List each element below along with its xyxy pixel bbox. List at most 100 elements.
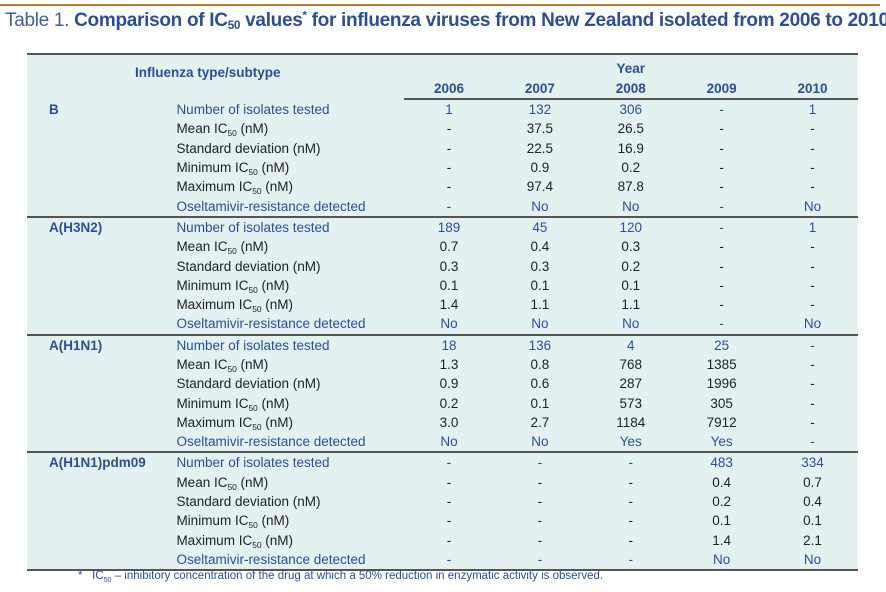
value-cell: 26.5 <box>617 121 644 137</box>
virus-type <box>27 531 176 550</box>
value-cell: No <box>494 196 586 218</box>
type-subtype-header: Influenza type/subtype <box>27 53 404 99</box>
year-column-header: 2007 <box>494 78 586 100</box>
value-cell: 0.9 <box>530 160 550 176</box>
param-sub: 50 <box>248 284 258 295</box>
value-cell: - <box>446 160 452 176</box>
virus-type <box>27 549 177 572</box>
value-cell: 1.1 <box>530 297 550 313</box>
value-cell: - <box>403 196 495 218</box>
param-unit: (nM) <box>261 532 294 548</box>
value-cell: - <box>676 314 768 336</box>
top-divider <box>0 4 880 6</box>
virus-type: A(H3N2) <box>49 219 103 235</box>
value-cell: - <box>810 337 815 353</box>
value-cell: 0.8 <box>530 357 550 372</box>
title-text: Comparison of IC50 values* for influenza… <box>74 10 886 31</box>
value-cell: 1.4 <box>439 297 459 313</box>
virus-type <box>27 314 177 336</box>
table-row: Mean IC50 (nM) - - - 0.4 0.7 <box>27 473 858 492</box>
value-cell: - <box>537 455 543 471</box>
value-cell: - <box>810 258 815 274</box>
parameter-label: Maximum IC50 (nM) <box>176 531 403 550</box>
value-cell: 0.7 <box>439 239 459 255</box>
table-row: Oseltamivir-resistance detected - - - No No <box>27 549 858 572</box>
virus-type: A(H1N1)pdm09 <box>49 455 146 471</box>
virus-type <box>27 158 176 177</box>
param-sub: 50 <box>227 364 237 374</box>
value-cell: 0.2 <box>712 494 732 510</box>
param-text: Oseltamivir-resistance detected <box>176 198 366 214</box>
value-cell: - <box>810 414 815 430</box>
year-column-header: 2010 <box>767 78 858 100</box>
table-row: Mean IC50 (nM) 0.7 0.4 0.3 - - <box>27 237 858 256</box>
value-cell: 0.4 <box>712 474 732 490</box>
footnote: * IC50 – inhibitory concentration of the… <box>78 570 603 584</box>
param-text: Minimum IC <box>176 513 249 529</box>
table-row: A(H1N1)pdm09 Number of isolates tested - - -… <box>27 452 858 472</box>
parameter-label: Minimum IC50 (nM) <box>176 511 403 530</box>
table-row: Standard deviation (nM) - 22.5 16.9 - - <box>27 139 858 158</box>
table-title: Table 1. Comparison of IC50 values* for … <box>5 10 886 32</box>
param-sub: 50 <box>227 128 237 139</box>
value-cell: - <box>719 239 724 255</box>
value-cell: - <box>628 494 634 510</box>
param-sub: 50 <box>252 539 262 550</box>
table-row: Maximum IC50 (nM) - - - 1.4 2.1 <box>27 531 858 550</box>
value-cell: - <box>446 179 452 195</box>
virus-type: B <box>49 101 59 117</box>
value-cell: - <box>446 140 452 156</box>
value-cell: No <box>676 549 768 572</box>
virus-type <box>27 393 176 412</box>
value-cell: - <box>810 239 815 255</box>
param-text: Minimum IC <box>176 160 249 176</box>
parameter-label: Maximum IC50 (nM) <box>176 413 403 432</box>
parameter-label: Maximum IC50 (nM) <box>176 295 403 314</box>
value-cell: 573 <box>619 395 643 411</box>
param-sub: 50 <box>227 481 237 492</box>
param-text: Standard deviation (nM) <box>176 494 321 510</box>
param-unit: (nM) <box>257 160 290 176</box>
value-cell: - <box>628 455 634 471</box>
value-cell: No <box>767 314 858 336</box>
virus-type <box>27 355 176 374</box>
param-unit: (nM) <box>236 121 269 137</box>
value-cell: 97.4 <box>526 179 554 195</box>
parameter-label: Mean IC50 (nM) <box>176 237 403 256</box>
value-cell: - <box>537 532 543 548</box>
title-sup: * <box>302 9 307 22</box>
param-text: Mean IC <box>176 474 228 490</box>
param-text: Minimum IC <box>176 395 249 411</box>
virus-type <box>27 196 177 218</box>
value-cell: 1.3 <box>439 357 459 372</box>
virus-type <box>27 511 176 530</box>
table-row: Standard deviation (nM) 0.9 0.6 287 1996 - <box>27 374 858 393</box>
value-cell: 287 <box>619 376 643 392</box>
parameter-label: Minimum IC50 (nM) <box>176 276 403 295</box>
table-row: Minimum IC50 (nM) 0.2 0.1 573 305 - <box>27 393 858 412</box>
value-cell: 1996 <box>706 376 737 392</box>
year-column-header: 2009 <box>676 78 768 100</box>
value-cell: - <box>676 196 768 218</box>
value-cell: No <box>494 432 586 454</box>
value-cell: 0.9 <box>439 376 459 392</box>
value-cell: - <box>585 549 677 572</box>
value-cell: - <box>719 179 724 195</box>
value-cell: - <box>719 160 724 176</box>
value-cell: - <box>810 357 815 372</box>
value-cell: 0.1 <box>621 277 641 293</box>
value-cell: Yes <box>585 432 677 454</box>
value-cell: 132 <box>528 102 552 118</box>
value-cell: - <box>719 102 724 118</box>
value-cell: 0.4 <box>530 239 550 255</box>
value-cell: 2.1 <box>803 532 822 548</box>
value-cell: 0.3 <box>439 258 459 274</box>
title-sub: 50 <box>227 19 241 32</box>
table-row: Maximum IC50 (nM) 1.4 1.1 1.1 - - <box>27 295 858 314</box>
parameter-label: Mean IC50 (nM) <box>176 355 403 374</box>
value-cell: - <box>719 219 724 235</box>
title-post: for influenza viruses from New Zealand i… <box>306 10 886 31</box>
footnote-sub: 50 <box>103 576 112 584</box>
table-row: Maximum IC50 (nM) - 97.4 87.8 - - <box>27 177 858 196</box>
value-cell: Yes <box>676 432 768 454</box>
